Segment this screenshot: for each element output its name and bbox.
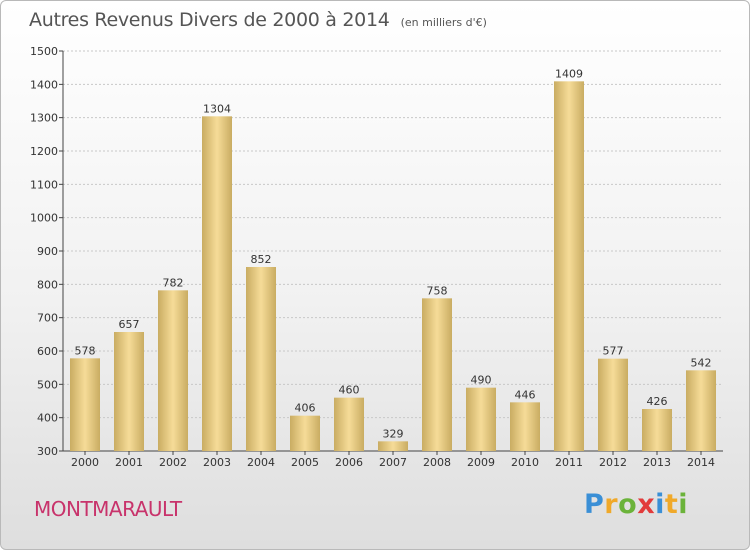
logo-letter: i	[655, 489, 665, 520]
logo-letter: P	[584, 489, 605, 520]
x-tick-label: 2009	[467, 456, 495, 469]
data-label: 406	[295, 402, 316, 415]
chart-unit: (en milliers d'€)	[400, 16, 487, 29]
data-label: 782	[163, 276, 184, 289]
y-tick-label: 700	[37, 312, 58, 325]
data-label: 446	[515, 388, 536, 401]
bar	[334, 397, 364, 451]
bar	[378, 441, 408, 451]
x-tick-label: 2007	[379, 456, 407, 469]
data-label: 577	[603, 345, 624, 358]
data-label: 490	[471, 374, 492, 387]
y-tick-label: 800	[37, 278, 58, 291]
y-tick-label: 1300	[30, 112, 58, 125]
y-tick-label: 1200	[30, 145, 58, 158]
x-tick-label: 2013	[643, 456, 671, 469]
x-tick-label: 2006	[335, 456, 363, 469]
y-tick-label: 1500	[30, 45, 58, 58]
y-tick-label: 400	[37, 412, 58, 425]
bar	[246, 267, 276, 451]
data-label: 542	[691, 356, 712, 369]
bar	[290, 415, 320, 451]
bar	[554, 81, 584, 451]
x-tick-label: 2000	[71, 456, 99, 469]
bar	[466, 387, 496, 451]
x-tick-label: 2010	[511, 456, 539, 469]
bar	[642, 409, 672, 451]
logo-letter: x	[637, 489, 656, 520]
data-label: 1304	[203, 102, 231, 115]
x-tick-label: 2012	[599, 456, 627, 469]
proxiti-logo: Proxiti	[584, 489, 688, 520]
x-tick-label: 2005	[291, 456, 319, 469]
x-tick-label: 2014	[687, 456, 715, 469]
labels: 300 400 500 600 700 800 900 1000 1100 1200 1300 140…	[30, 45, 715, 469]
data-label: 758	[427, 284, 448, 297]
chart-title: Autres Revenus Divers de 2000 à 2014	[29, 9, 390, 31]
bars	[70, 81, 716, 451]
y-tick-label: 900	[37, 245, 58, 258]
bar	[158, 290, 188, 451]
data-label: 426	[647, 395, 668, 408]
bar	[70, 358, 100, 451]
data-label: 460	[339, 384, 360, 397]
bar	[422, 298, 452, 451]
y-tick-label: 1400	[30, 78, 58, 91]
data-label: 852	[251, 253, 272, 266]
bar	[114, 332, 144, 451]
x-tick-label: 2008	[423, 456, 451, 469]
x-tick-label: 2001	[115, 456, 143, 469]
x-tick-label: 2002	[159, 456, 187, 469]
commune-name: MONTMARAULT	[34, 497, 182, 521]
y-tick-label: 500	[37, 378, 58, 391]
logo-letter: t	[664, 489, 679, 520]
x-tick-label: 2003	[203, 456, 231, 469]
y-tick-label: 600	[37, 345, 58, 358]
data-label: 578	[75, 344, 96, 357]
logo-letter: r	[604, 489, 619, 520]
y-tick-label: 300	[37, 445, 58, 458]
chart-title-block: Autres Revenus Divers de 2000 à 2014 (en…	[29, 9, 487, 31]
bar	[598, 358, 628, 451]
x-tick-label: 2011	[555, 456, 583, 469]
y-tick-label: 1100	[30, 178, 58, 191]
logo-letter: o	[618, 489, 638, 520]
data-label: 1409	[555, 67, 583, 80]
bar	[686, 370, 716, 451]
data-label: 329	[383, 427, 404, 440]
bar	[510, 402, 540, 451]
data-label: 657	[119, 318, 140, 331]
x-tick-label: 2004	[247, 456, 275, 469]
bar	[202, 116, 232, 451]
logo-letter: i	[678, 489, 689, 520]
y-tick-label: 1000	[30, 212, 58, 225]
